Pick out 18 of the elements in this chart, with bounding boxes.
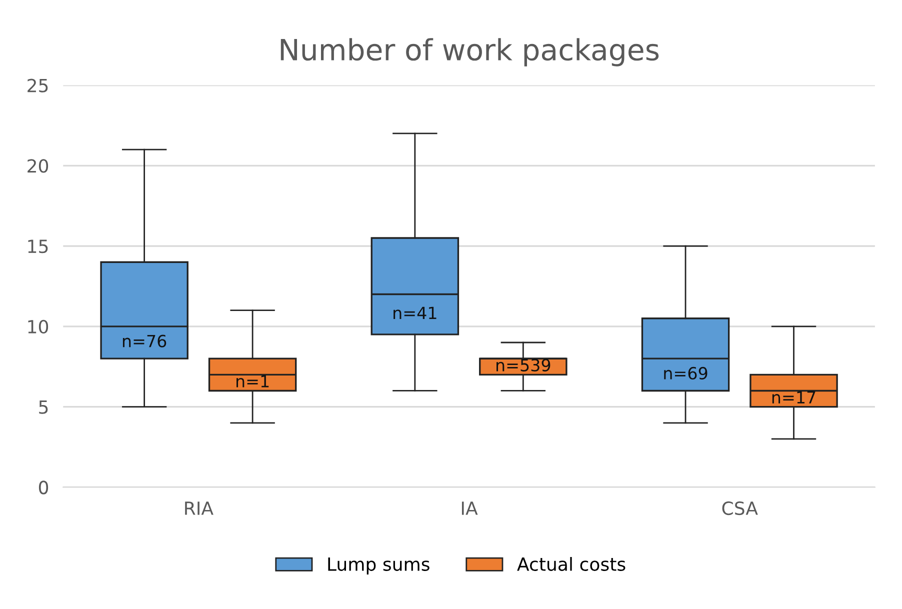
y-tick-label: 0 [38, 480, 48, 494]
y-tick-label: 20 [28, 159, 48, 173]
annotation: n=1 [236, 375, 269, 388]
annotation: n=41 [394, 306, 436, 319]
y-tick-label: 10 [28, 320, 48, 334]
chart-title: Number of work packages [280, 38, 659, 66]
x-tick-label: IA [462, 502, 478, 515]
y-tick-label: 25 [28, 78, 48, 92]
annotation: n=539 [496, 358, 550, 372]
y-tick-label: 15 [28, 240, 48, 254]
y-tick-label: 5 [39, 400, 48, 414]
annotation: n=17 [772, 391, 816, 404]
annotation: n=76 [122, 334, 166, 348]
legend-label: Actual costs [517, 557, 626, 571]
x-tick-label: CSA [722, 501, 758, 516]
annotation: n=69 [664, 366, 708, 380]
legend-label: Lump sums [328, 558, 430, 574]
x-tick-label: RIA [185, 502, 214, 515]
